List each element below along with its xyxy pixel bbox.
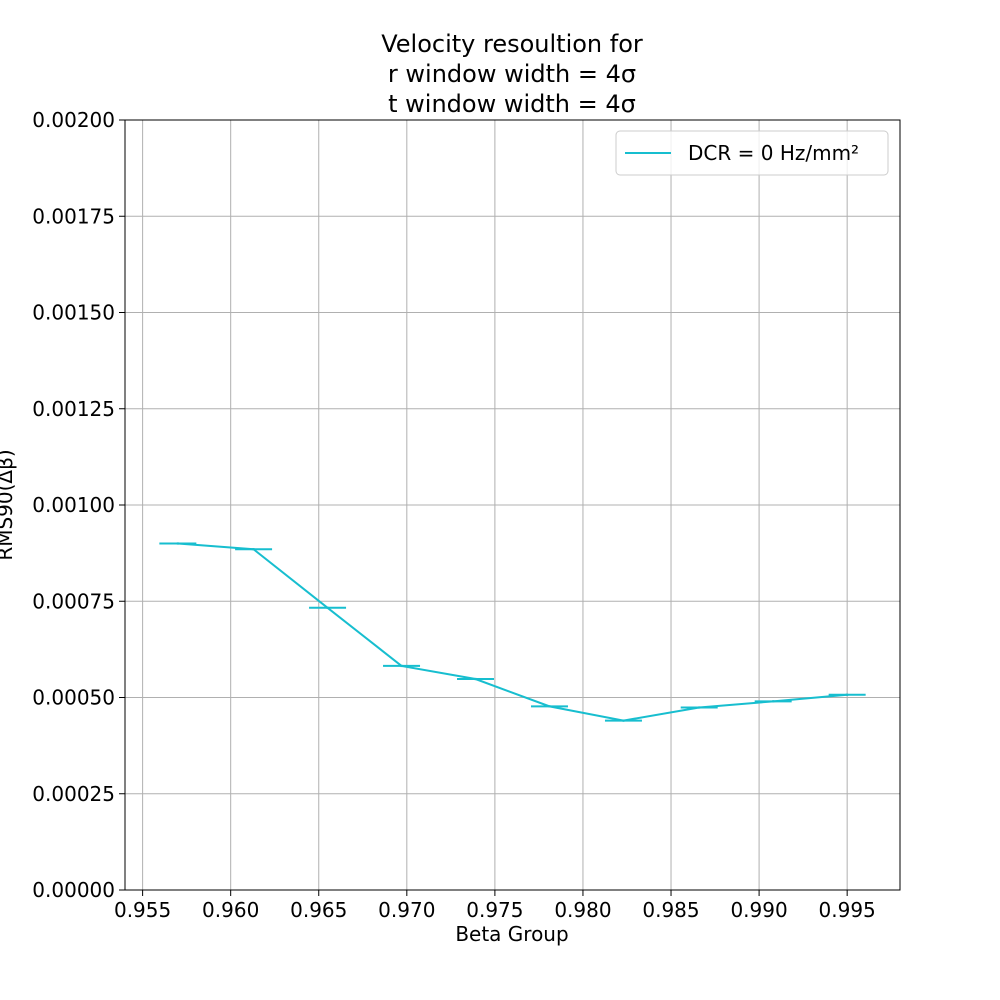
chart-title-line-1: Velocity resoultion for [381, 30, 643, 58]
axis-ticks: 0.955 0.960 0.965 0.970 0.975 0.980 0.985 0.990… [32, 108, 876, 922]
x-tick-label: 0.995 [819, 898, 876, 922]
y-axis-label: RMS90(Δβ) [0, 449, 17, 560]
x-tick-label: 0.980 [554, 898, 611, 922]
y-tick-label: 0.00075 [32, 589, 115, 613]
y-tick-label: 0.00125 [32, 397, 115, 421]
series-layer [159, 542, 866, 722]
legend: DCR = 0 Hz/mm² [615, 130, 889, 176]
x-tick-label: 0.990 [730, 898, 787, 922]
legend-series-label: DCR = 0 Hz/mm² [688, 141, 859, 165]
x-tick-label: 0.985 [642, 898, 699, 922]
legend-box [615, 130, 889, 176]
y-tick-label: 0.00050 [32, 686, 115, 710]
grid [125, 119, 900, 891]
x-tick-label: 0.965 [290, 898, 347, 922]
y-tick-label: 0.00175 [32, 204, 115, 228]
chart-title-line-3: t window width = 4σ [388, 90, 636, 118]
x-axis-label: Beta Group [455, 922, 568, 946]
x-tick-label: 0.960 [202, 898, 259, 922]
y-tick-label: 0.00200 [32, 108, 115, 132]
y-tick-label: 0.00100 [32, 493, 115, 517]
y-tick-label: 0.00025 [32, 782, 115, 806]
y-tick-label: 0.00150 [32, 301, 115, 325]
series-line [177, 542, 848, 722]
x-tick-label: 0.970 [378, 898, 435, 922]
y-tick-label: 0.00000 [32, 878, 115, 902]
chart-title-line-2: r window width = 4σ [388, 60, 636, 88]
x-tick-label: 0.955 [114, 898, 171, 922]
x-tick-label: 0.975 [466, 898, 523, 922]
